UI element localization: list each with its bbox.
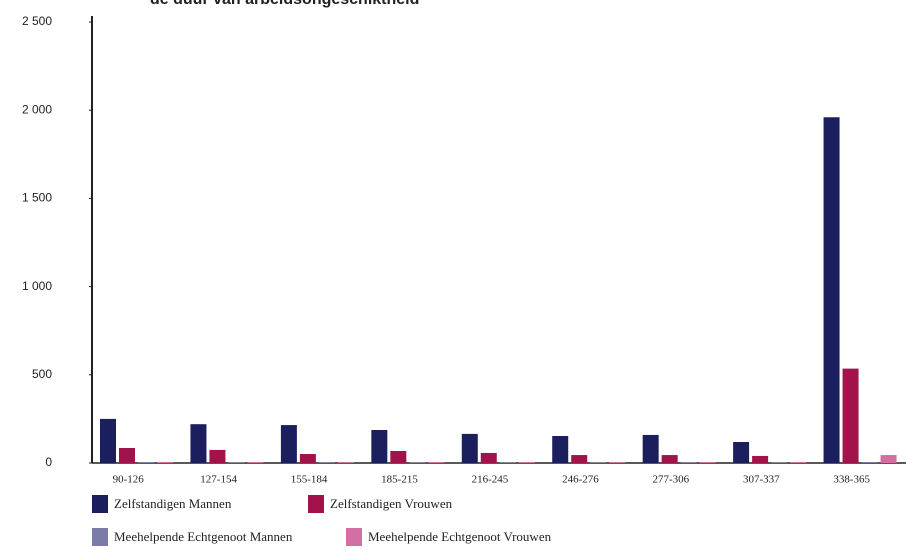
- y-tick-label: 1 500: [22, 191, 52, 205]
- bar: [699, 462, 716, 463]
- legend-swatch: [346, 528, 362, 546]
- bar: [337, 462, 354, 463]
- legend-label: Zelfstandigen Vrouwen: [330, 496, 453, 511]
- bar: [119, 448, 135, 463]
- x-tick-label: 185-215: [381, 474, 418, 486]
- bar: [609, 462, 626, 463]
- bar: [842, 368, 859, 463]
- x-tick-label: 246-276: [562, 474, 599, 486]
- bar: [680, 462, 697, 463]
- bar: [733, 442, 750, 463]
- bar: [642, 434, 659, 463]
- bar: [661, 455, 678, 463]
- bar: [157, 461, 173, 463]
- legend-label: Zelfstandigen Mannen: [114, 496, 232, 511]
- bar: [790, 462, 807, 463]
- x-tick-label: 127-154: [200, 474, 237, 486]
- x-tick-label: 90-126: [113, 474, 145, 486]
- legend-swatch: [92, 528, 108, 546]
- bar: [461, 433, 478, 463]
- bar: [390, 451, 407, 463]
- bar: [228, 462, 245, 463]
- y-tick-label: 1 000: [22, 279, 52, 293]
- bar: [823, 117, 840, 464]
- bar: [518, 462, 535, 463]
- bar: [552, 436, 569, 463]
- legend-label: Meehelpende Echtgenoot Mannen: [114, 529, 293, 544]
- bar: [409, 462, 426, 463]
- x-tick-label: 338-365: [833, 474, 870, 486]
- bar: [209, 449, 226, 463]
- bar: [318, 462, 335, 463]
- legend-swatch: [92, 495, 108, 513]
- legend-swatch: [308, 495, 324, 513]
- x-tick-label: 155-184: [291, 474, 328, 486]
- bar: [280, 425, 297, 463]
- y-tick-label: 2 500: [22, 14, 52, 28]
- bar: [299, 454, 316, 463]
- bar: [571, 455, 588, 463]
- bar: [861, 462, 878, 463]
- legend-label: Meehelpende Echtgenoot Vrouwen: [368, 529, 552, 544]
- bar: [771, 462, 788, 463]
- y-tick-label: 500: [32, 367, 52, 381]
- bar: [190, 424, 207, 463]
- bar: [752, 455, 769, 463]
- x-tick-label: 216-245: [472, 474, 509, 486]
- bar: [100, 418, 116, 463]
- bar: [880, 455, 897, 463]
- bar: [371, 430, 388, 463]
- bar: [428, 462, 445, 463]
- y-tick-label: 0: [45, 455, 52, 469]
- bar: [590, 462, 607, 463]
- bar: [247, 462, 264, 463]
- x-tick-label: 307-337: [743, 474, 780, 486]
- bar: [499, 462, 516, 463]
- bar: [480, 452, 497, 463]
- bar: [138, 462, 154, 463]
- y-tick-label: 2 000: [22, 102, 52, 116]
- x-tick-label: 277-306: [653, 474, 690, 486]
- chart-title: de duur van arbeidsongeschiktheid: [150, 0, 419, 8]
